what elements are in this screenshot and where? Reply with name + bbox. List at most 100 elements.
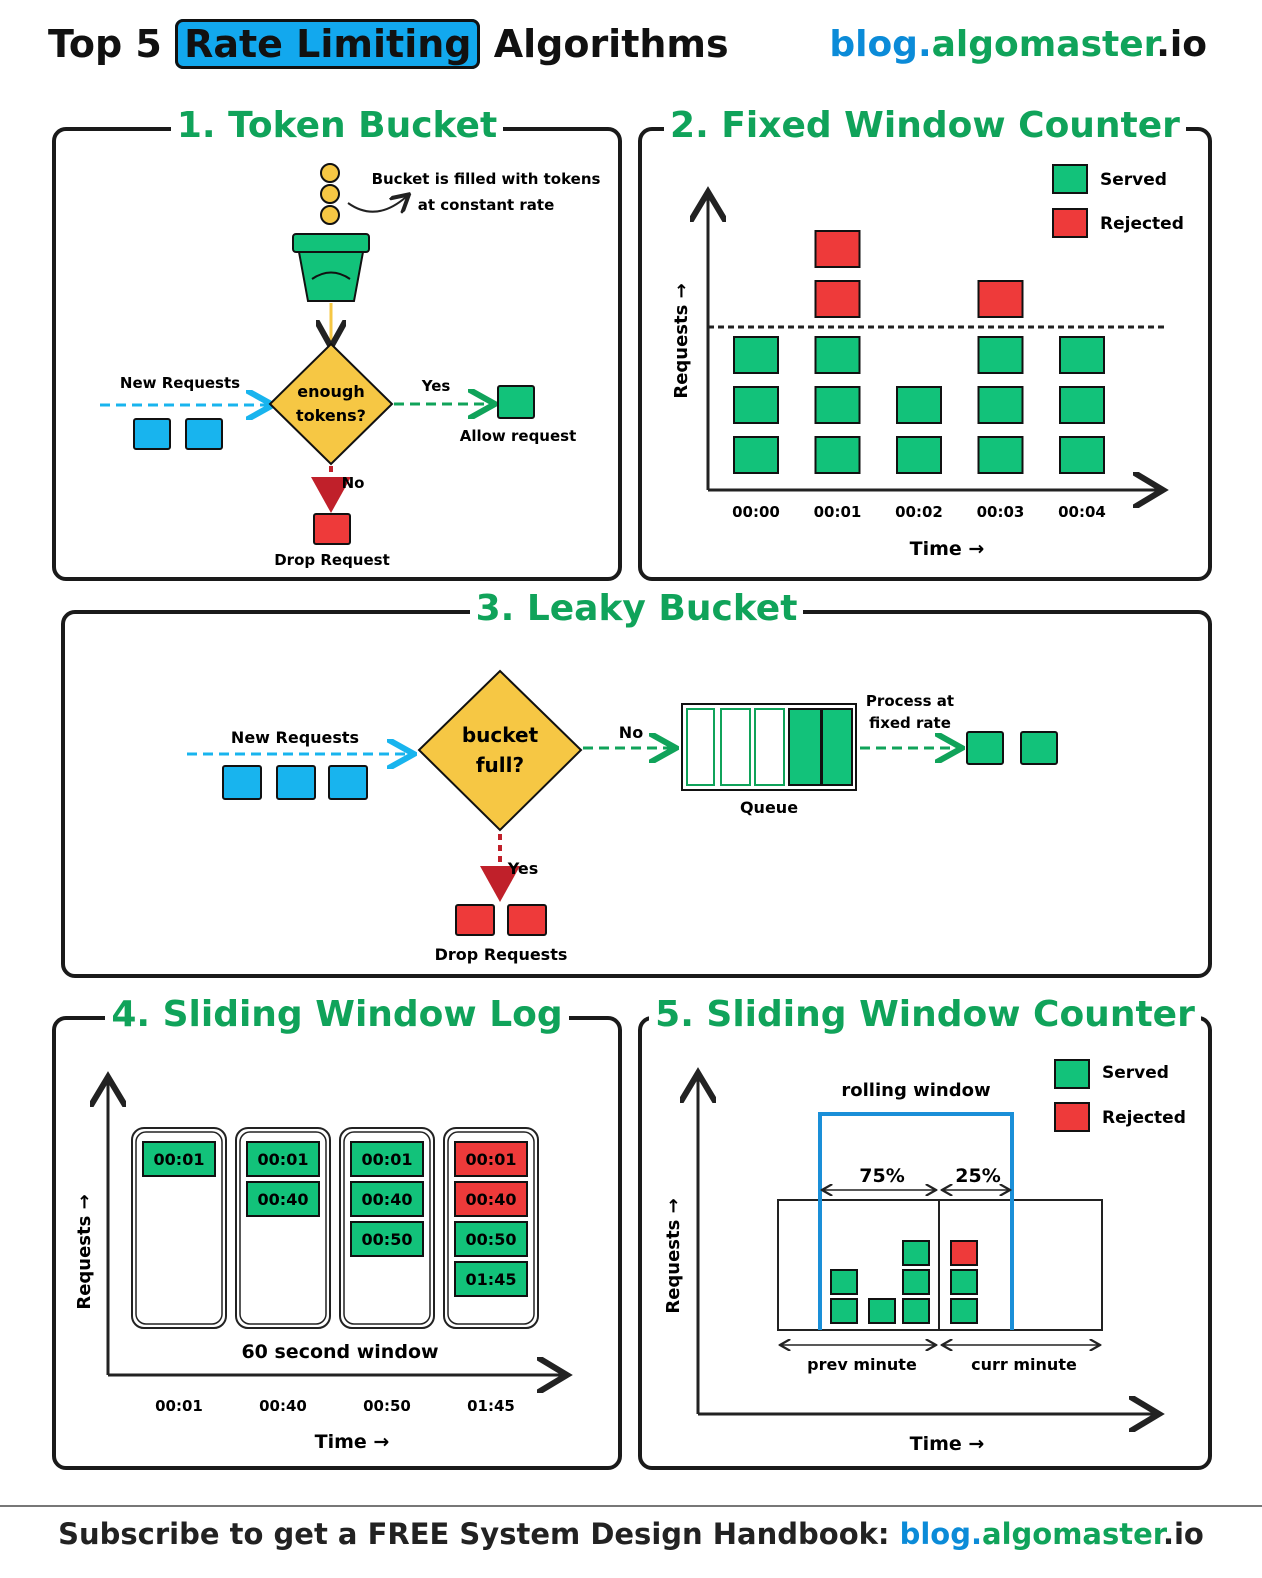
drop-label: Drop Request (274, 551, 390, 569)
log-entry (142, 1141, 216, 1177)
served-bar-block (896, 386, 942, 424)
footer-text: Subscribe to get a FREE System Design Ha… (58, 1517, 890, 1551)
footer: Subscribe to get a FREE System Design Ha… (0, 1517, 1262, 1551)
brand-part2: algomaster (931, 24, 1157, 65)
title-highlight: Rate Limiting (175, 19, 481, 69)
log-entry (454, 1261, 528, 1297)
served-bar-block (814, 386, 861, 424)
no-label: No (619, 723, 643, 742)
queue-slot-empty (686, 708, 715, 786)
bucket-icon (292, 233, 370, 302)
served-bar-block (733, 386, 779, 424)
fixed-window-chart: Served Rejected Requests → Time → 00:00 0… (671, 164, 1184, 560)
x-tick-label: 00:40 (259, 1397, 307, 1415)
queue-label: Queue (740, 798, 798, 817)
pct-curr-label: 25% (955, 1165, 1000, 1187)
served-bar-block (896, 436, 942, 474)
x-tick-label: 01:45 (467, 1397, 515, 1415)
y-axis-label: Requests → (671, 283, 692, 398)
log-entry (246, 1181, 320, 1217)
panel-fixed-window: 2. Fixed Window Counter Served Rejected … (638, 105, 1212, 581)
rolling-window-label: rolling window (841, 1080, 990, 1101)
x-tick-label: 00:01 (814, 503, 862, 521)
rejected-block (950, 1240, 978, 1266)
brand-link[interactable]: blog.algomaster.io (829, 24, 1207, 65)
served-bar-block (1059, 436, 1105, 474)
served-bar-block (977, 386, 1024, 424)
process-line1: Process at (866, 692, 954, 710)
panel-sliding-counter: 5. Sliding Window Counter Served Rejecte… (638, 994, 1212, 1470)
x-tick-label: 00:03 (977, 503, 1025, 521)
served-bar-block (733, 436, 779, 474)
rejected-bar-block (977, 280, 1024, 318)
x-tick-label: 00:02 (895, 503, 943, 521)
processed-block (966, 731, 1004, 765)
log-entry-time: 00:01 (258, 1150, 309, 1169)
x-tick-label: 00:04 (1058, 503, 1106, 521)
new-requests-label: New Requests (231, 728, 359, 747)
legend-rejected-swatch (1054, 1102, 1090, 1132)
token-coin-icon (320, 205, 340, 225)
log-entry-time: 00:50 (362, 1230, 413, 1249)
log-entry (350, 1141, 424, 1177)
panel-title: 2. Fixed Window Counter (664, 105, 1186, 146)
request-block (328, 765, 368, 800)
page-title: Top 5 Rate Limiting Algorithms (48, 19, 729, 69)
log-entry-time: 00:50 (466, 1230, 517, 1249)
decision-diamond (268, 342, 394, 466)
fill-note-line1: Bucket is filled with tokens (372, 170, 601, 188)
served-bar-block (733, 336, 779, 374)
footer-divider (0, 1505, 1262, 1507)
served-block (950, 1269, 978, 1295)
panel-title: 3. Leaky Bucket (469, 588, 804, 629)
dropped-block (455, 904, 495, 936)
served-bar-block (814, 436, 861, 474)
processed-block (1020, 731, 1058, 765)
rolling-window-box (818, 1112, 1014, 1330)
legend-served-label: Served (1102, 1063, 1169, 1083)
rejected-bar-block (814, 230, 861, 268)
queue-slot-filled (788, 708, 822, 786)
dropped-block (507, 904, 547, 936)
pct-prev-label: 75% (859, 1165, 904, 1187)
log-entry (454, 1141, 528, 1177)
log-entry-time: 00:01 (362, 1150, 413, 1169)
y-axis-label: Requests → (663, 1198, 684, 1313)
served-block (902, 1298, 930, 1324)
queue (681, 703, 857, 791)
x-tick-label: 00:01 (155, 1397, 203, 1415)
sliding-counter-chart: Served Rejected Requests → Time → rollin… (663, 1059, 1186, 1455)
x-tick-label: 00:50 (363, 1397, 411, 1415)
log-entry-time: 01:45 (466, 1270, 517, 1289)
log-entry-time: 00:40 (258, 1190, 309, 1209)
leaky-bucket-diagram: New Requests bucket full? No Queue Proce… (187, 669, 1058, 964)
process-line2: fixed rate (869, 714, 951, 732)
served-block (902, 1269, 930, 1295)
x-tick-label: 00:00 (732, 503, 780, 521)
served-bar-block (1059, 336, 1105, 374)
decision-line2: full? (476, 753, 524, 777)
log-entry (246, 1141, 320, 1177)
served-bar-block (1059, 386, 1105, 424)
served-block (830, 1269, 858, 1295)
request-block (276, 765, 316, 800)
log-entry-time: 00:40 (466, 1190, 517, 1209)
curved-arrow-icon (347, 197, 406, 212)
log-window-column (131, 1127, 227, 1329)
panel-title: 1. Token Bucket (170, 105, 504, 146)
title-suffix: Algorithms (493, 22, 729, 66)
yes-label: Yes (421, 377, 451, 395)
drop-label: Drop Requests (435, 945, 568, 964)
legend-served-swatch (1052, 164, 1088, 194)
queue-slot-empty (754, 708, 785, 786)
allowed-block (497, 385, 535, 419)
request-block (222, 765, 262, 800)
served-bar-block (977, 336, 1024, 374)
footer-link-part2: algomaster (982, 1517, 1163, 1551)
dropped-block (313, 513, 351, 545)
served-bar-block (814, 336, 861, 374)
log-entry (350, 1181, 424, 1217)
legend-rejected-swatch (1052, 208, 1088, 238)
new-requests-label: New Requests (120, 374, 240, 392)
footer-link[interactable]: blog.algomaster.io (900, 1517, 1204, 1551)
